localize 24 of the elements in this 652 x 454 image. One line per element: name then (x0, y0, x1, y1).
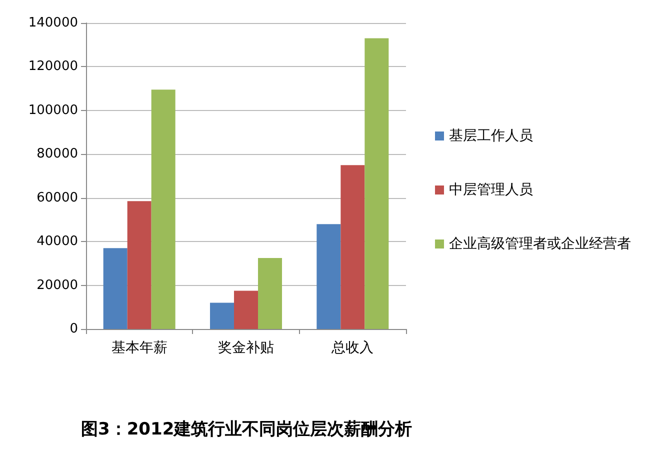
bar (258, 258, 282, 329)
bar (103, 248, 128, 329)
bar (234, 290, 258, 329)
bar (151, 90, 176, 329)
y-tick-label: 100000 (28, 102, 78, 118)
y-tick-label: 0 (70, 322, 78, 336)
legend-label: 中层管理人员 (449, 182, 533, 198)
y-tick-label: 40000 (36, 234, 78, 250)
legend-label: 企业高级管理者或企业经营者 (449, 236, 631, 252)
y-tick-label: 80000 (36, 146, 78, 162)
y-tick-label: 60000 (36, 190, 78, 206)
y-tick-label: 20000 (36, 278, 78, 293)
x-tick-label: 基本年薪 (111, 340, 168, 356)
bar (364, 38, 389, 329)
legend-label: 基层工作人员 (449, 128, 533, 144)
text: 图3：2012建筑行业不同岗位层次薪酬分析 (81, 420, 412, 440)
bar (316, 224, 341, 329)
y-tick-label: 140000 (28, 16, 78, 30)
bar (210, 302, 234, 329)
x-tick-label: 奖金补贴 (218, 340, 274, 356)
bar (340, 165, 365, 329)
bar (127, 201, 152, 329)
x-tick-label: 总收入 (330, 340, 374, 356)
y-tick-label: 120000 (28, 59, 78, 74)
